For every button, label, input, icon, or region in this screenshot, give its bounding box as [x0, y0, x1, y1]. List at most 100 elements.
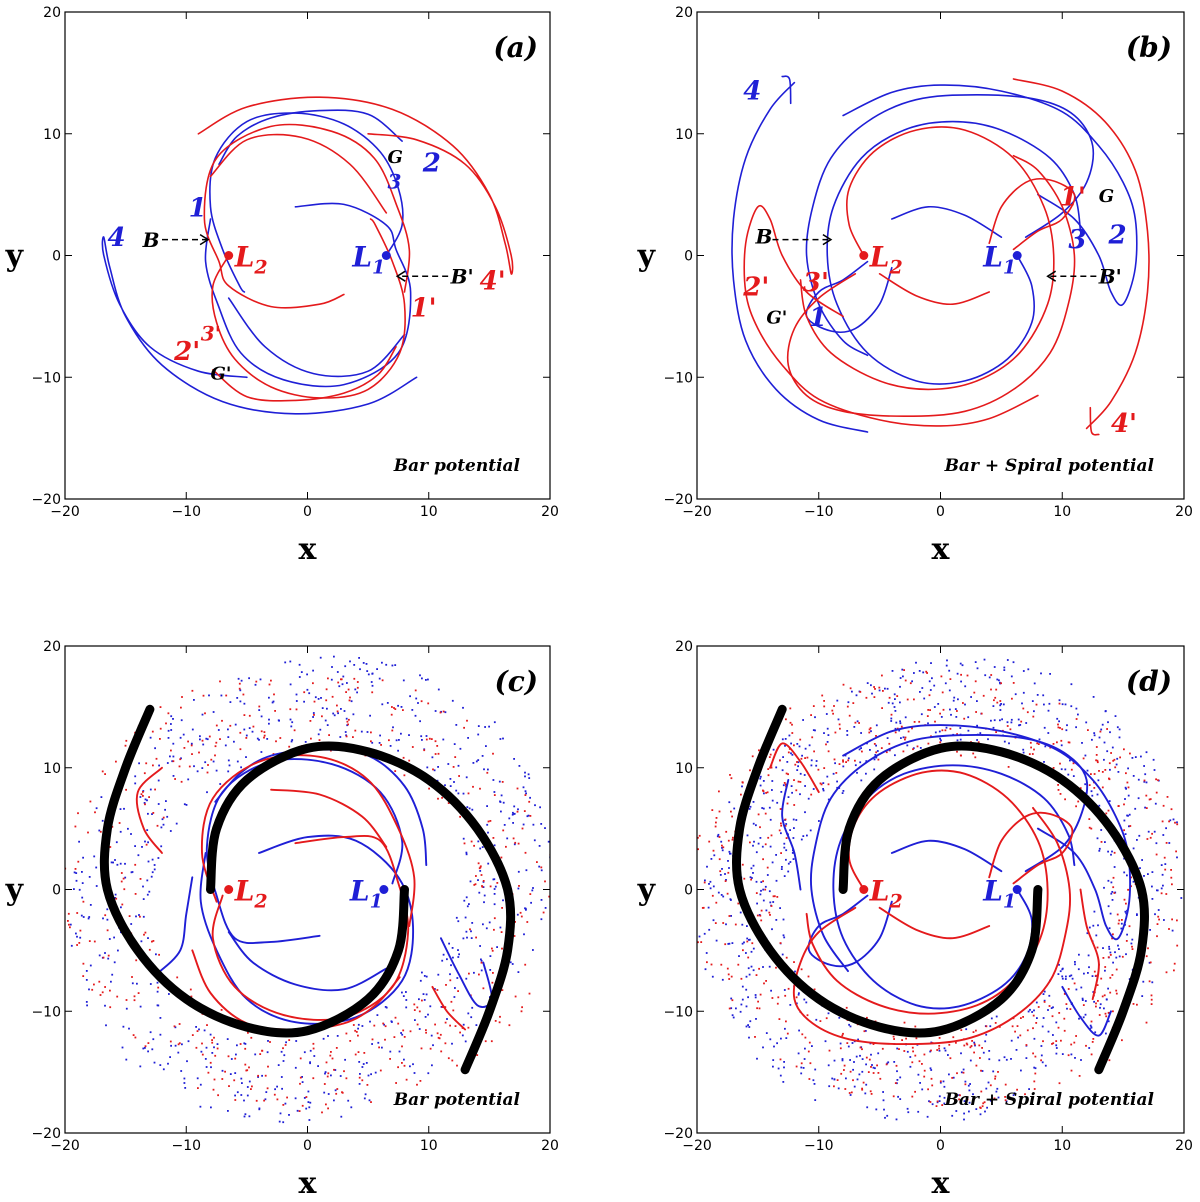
blue-dot — [378, 742, 381, 744]
blue-dot — [1013, 1092, 1016, 1095]
blue-dot — [237, 677, 240, 680]
blue-dot — [391, 664, 394, 667]
l1-point — [1012, 251, 1022, 260]
red-dot — [473, 884, 476, 886]
blue-dot — [1090, 790, 1093, 793]
blue-dot — [1042, 1017, 1045, 1019]
red-dot — [712, 849, 715, 852]
red-dot — [877, 1072, 880, 1074]
red-dot — [1126, 781, 1129, 784]
red-dot — [1116, 913, 1119, 916]
red-dot — [221, 719, 223, 722]
blue-dot — [1107, 987, 1109, 990]
blue-dot — [199, 1083, 202, 1086]
blue-dot — [1160, 887, 1163, 890]
red-dot — [939, 712, 941, 715]
red-dot — [201, 739, 204, 742]
red-dot — [956, 750, 958, 753]
blue-dot — [1103, 758, 1105, 761]
red-dot — [1097, 1000, 1099, 1002]
blue-dot — [938, 1049, 941, 1052]
red-dot — [1131, 945, 1133, 948]
x-axis-label: x — [932, 532, 951, 567]
blue-dot — [999, 682, 1002, 685]
blue-dot — [147, 841, 149, 844]
blue-dot — [765, 1032, 768, 1034]
red-dot — [1016, 1088, 1018, 1091]
blue-dot — [886, 687, 889, 690]
blue-dot — [153, 864, 156, 866]
blue-dot — [191, 728, 194, 731]
red-dot — [403, 1064, 406, 1067]
blue-dot — [477, 725, 480, 727]
red-dot — [765, 792, 767, 794]
blue-dot — [358, 1061, 361, 1063]
blue-dot — [254, 683, 257, 686]
blue-dot — [1087, 954, 1090, 957]
red-dot — [416, 1006, 419, 1009]
manifold-label: 2 — [422, 148, 441, 178]
blue-dot — [437, 688, 440, 691]
blue-dot — [171, 760, 174, 763]
blue-dot — [172, 755, 175, 758]
red-dot — [67, 912, 70, 915]
blue-dot — [307, 1101, 310, 1103]
blue-dot — [227, 728, 229, 731]
red-dot — [371, 1038, 374, 1041]
blue-dot — [1093, 734, 1096, 737]
blue-dot — [1118, 736, 1121, 739]
blue-dot — [984, 1110, 986, 1113]
blue-dot — [1040, 1054, 1043, 1057]
blue-dot — [1040, 672, 1042, 675]
red-dot — [1110, 752, 1112, 754]
blue-dot — [437, 766, 439, 768]
blue-dot — [781, 738, 784, 741]
blue-dot — [823, 732, 825, 734]
red-dot — [949, 1057, 952, 1060]
blue-dot — [973, 1041, 976, 1044]
red-dot — [966, 1043, 969, 1046]
red-dot — [1075, 718, 1078, 720]
blue-dot — [1070, 974, 1073, 977]
red-dot — [258, 705, 261, 708]
blue-dot — [902, 736, 905, 739]
blue-dot — [812, 788, 815, 790]
red-dot — [731, 838, 734, 841]
blue-manifold-6 — [891, 205, 1003, 238]
blue-dot — [1104, 710, 1107, 712]
red-dot — [1148, 798, 1151, 801]
red-dot — [333, 1068, 335, 1071]
blue-dot — [711, 975, 714, 978]
red-dot — [436, 745, 439, 747]
blue-dot — [847, 701, 850, 704]
red-dot — [999, 700, 1002, 702]
red-dot — [516, 810, 519, 813]
blue-dot — [139, 1065, 142, 1068]
blue-dot — [721, 868, 723, 870]
red-dot — [881, 707, 883, 709]
blue-dot — [992, 726, 995, 729]
blue-dot — [1059, 970, 1062, 973]
y-tick-label: 10 — [43, 127, 61, 143]
blue-dot — [849, 1094, 852, 1096]
red-dot — [142, 795, 144, 797]
blue-dot — [762, 966, 764, 968]
blue-dot — [1084, 1013, 1087, 1016]
blue-dot — [902, 675, 904, 678]
red-dot — [785, 1020, 787, 1023]
blue-dot — [338, 685, 341, 688]
blue-dot — [884, 1116, 886, 1119]
red-dot — [390, 713, 393, 716]
red-dot — [789, 721, 792, 724]
blue-dot — [772, 748, 775, 751]
blue-dot — [1021, 702, 1023, 705]
red-dot — [450, 1000, 453, 1003]
blue-dot — [245, 734, 248, 737]
red-dot — [839, 727, 841, 730]
blue-dot — [746, 834, 749, 837]
red-dot — [411, 746, 414, 748]
blue-dot — [540, 918, 543, 921]
blue-dot — [473, 971, 475, 974]
red-dot — [842, 759, 844, 762]
